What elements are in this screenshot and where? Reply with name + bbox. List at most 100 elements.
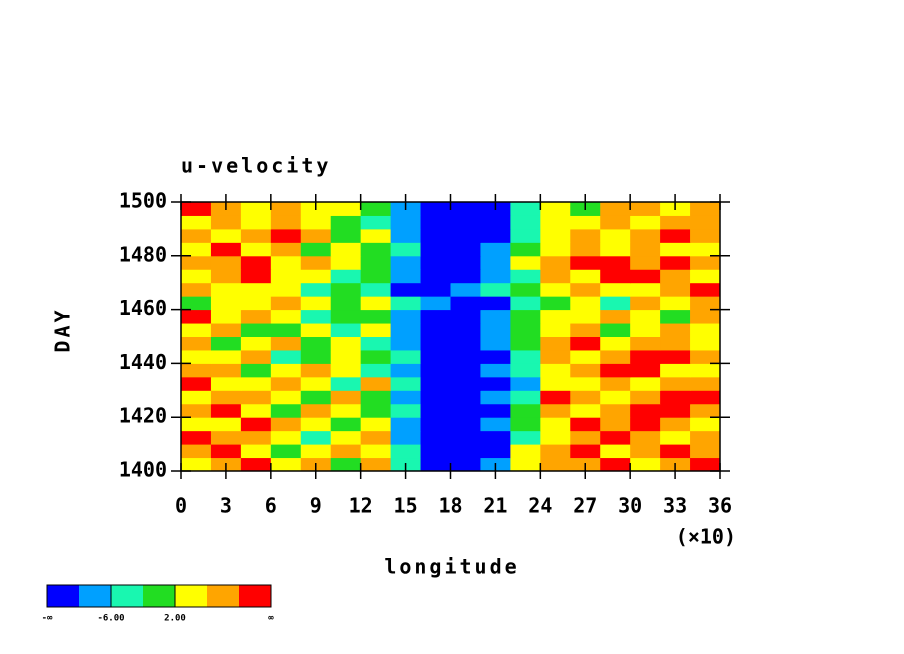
cell: [181, 444, 212, 459]
cell: [690, 309, 721, 324]
cell: [181, 215, 212, 230]
colorbar-label: 2.00: [164, 614, 186, 624]
cell: [181, 309, 212, 324]
cell: [210, 390, 242, 405]
cell: [690, 430, 721, 445]
cell: [240, 390, 272, 405]
cell: [360, 457, 392, 472]
cell: [360, 349, 392, 364]
cell: [690, 376, 721, 391]
cell: [450, 363, 481, 378]
cell: [630, 430, 661, 445]
cell: [600, 309, 631, 324]
cell: [510, 296, 541, 311]
cell: [450, 390, 481, 405]
cell: [181, 417, 212, 432]
cell: [240, 457, 272, 472]
cell: [390, 323, 422, 337]
cell: [181, 282, 212, 297]
cell: [420, 349, 451, 364]
cell: [330, 269, 362, 284]
cell: [300, 228, 332, 243]
cell: [690, 390, 721, 405]
cell: [660, 215, 691, 230]
colorbar-label: -∞: [42, 614, 53, 624]
cell: [420, 336, 451, 351]
x-tick-label: 3: [220, 494, 232, 518]
cell: [570, 269, 601, 284]
cell: [630, 296, 661, 311]
cell: [510, 430, 541, 445]
cell: [390, 403, 422, 418]
colorbar-swatch: [111, 585, 143, 607]
cell: [270, 457, 302, 472]
cell: [660, 363, 691, 378]
cell: [510, 336, 541, 351]
cell: [600, 417, 631, 432]
cell: [330, 242, 362, 257]
cell: [420, 309, 451, 324]
cell: [240, 417, 272, 432]
cell: [390, 336, 422, 351]
cell: [420, 228, 451, 243]
cell: [210, 228, 242, 243]
x-tick-label: 27: [573, 494, 597, 518]
cell: [690, 403, 721, 418]
cell: [240, 215, 272, 230]
cell: [630, 349, 661, 364]
cell: [330, 336, 362, 351]
cell: [480, 390, 511, 405]
cell: [480, 349, 511, 364]
cell: [660, 296, 691, 311]
cell: [420, 269, 451, 284]
cell: [300, 269, 332, 284]
cell: [570, 242, 601, 257]
y-tick-label: 1420: [119, 404, 167, 428]
cell: [360, 296, 392, 311]
cell: [600, 323, 631, 337]
cell: [270, 228, 302, 243]
cell: [690, 336, 721, 351]
cell: [660, 417, 691, 432]
cell: [390, 349, 422, 364]
cell: [600, 269, 631, 284]
x-tick-label: 6: [265, 494, 277, 518]
y-tick-label: 1480: [119, 242, 167, 266]
cell: [540, 296, 571, 311]
cell: [420, 390, 451, 405]
cell: [630, 417, 661, 432]
cell: [480, 255, 511, 270]
cell: [510, 255, 541, 270]
cell: [360, 336, 392, 351]
cell: [570, 390, 601, 405]
cell: [600, 336, 631, 351]
cell: [600, 349, 631, 364]
cell: [300, 309, 332, 324]
cell: [570, 309, 601, 324]
cell: [270, 282, 302, 297]
cell: [300, 403, 332, 418]
cell: [240, 309, 272, 324]
cell: [210, 255, 242, 270]
cell: [210, 376, 242, 391]
cell: [480, 336, 511, 351]
cell: [630, 323, 661, 337]
cell: [660, 323, 691, 337]
cell: [270, 296, 302, 311]
cell: [540, 349, 571, 364]
cell: [210, 269, 242, 284]
cell: [630, 309, 661, 324]
cell: [690, 228, 721, 243]
cell: [660, 282, 691, 297]
cell: [360, 403, 392, 418]
cell: [210, 242, 242, 257]
cell: [600, 376, 631, 391]
cell: [480, 296, 511, 311]
cell: [600, 228, 631, 243]
cell: [600, 255, 631, 270]
cell: [570, 349, 601, 364]
cell: [300, 430, 332, 445]
cell: [240, 376, 272, 391]
cell: [570, 417, 601, 432]
y-tick-label: 1440: [119, 350, 167, 374]
